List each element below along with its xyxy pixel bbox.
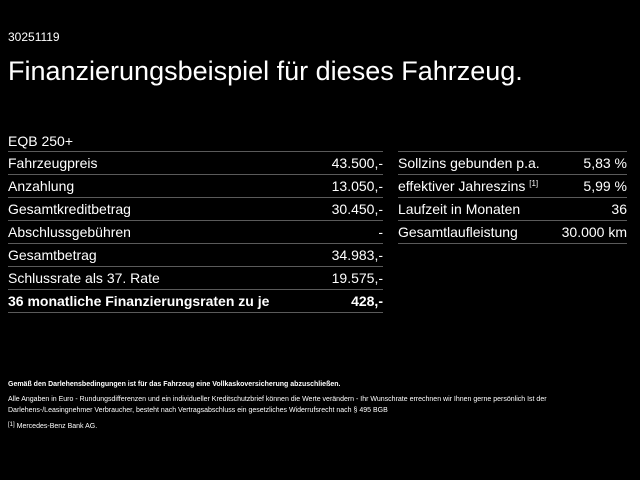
row-label: Gesamtlaufleistung	[398, 224, 518, 240]
row-value: 5,99 %	[583, 178, 627, 194]
page-title: Finanzierungsbeispiel für dieses Fahrzeu…	[8, 56, 523, 86]
table-row-borrowing-rate: Sollzins gebunden p.a. 5,83 %	[398, 152, 627, 175]
row-value: 5,83 %	[583, 155, 627, 171]
table-row-total-amount: Gesamtbetrag 34.983,-	[8, 244, 383, 267]
row-label: 36 monatliche Finanzierungsraten zu je	[8, 293, 270, 309]
row-value: 36	[611, 201, 627, 217]
insurance-note: Gemäß den Darlehensbedingungen ist für d…	[8, 381, 341, 388]
row-value: 43.500,-	[331, 155, 383, 171]
table-row-term-months: Laufzeit in Monaten 36	[398, 198, 627, 221]
row-value: 30.450,-	[331, 201, 383, 217]
row-label: Anzahlung	[8, 178, 75, 194]
table-row-total-mileage: Gesamtlaufleistung 30.000 km	[398, 221, 627, 244]
row-value: 428,-	[351, 293, 383, 309]
table-row-effective-rate: effektiver Jahreszins [1] 5,99 %	[398, 175, 627, 198]
row-label: Sollzins gebunden p.a.	[398, 155, 540, 171]
row-label: Fahrzeugpreis	[8, 155, 98, 171]
table-row-closing-fees: Abschlussgebühren -	[8, 221, 383, 244]
footnote-text: Mercedes-Benz Bank AG.	[16, 423, 98, 430]
row-label: effektiver Jahreszins	[398, 178, 526, 194]
interest-table: Sollzins gebunden p.a. 5,83 % effektiver…	[398, 151, 627, 244]
financing-table: Fahrzeugpreis 43.500,- Anzahlung 13.050,…	[8, 151, 383, 313]
footnote: [1] Mercedes-Benz Bank AG.	[8, 420, 628, 432]
row-label-wrap: effektiver Jahreszins [1]	[398, 178, 538, 194]
table-row-total-credit: Gesamtkreditbetrag 30.450,-	[8, 198, 383, 221]
row-label: Gesamtkreditbetrag	[8, 201, 131, 217]
legal-notes: Gemäß den Darlehensbedingungen ist für d…	[8, 379, 628, 432]
row-value: 34.983,-	[331, 247, 383, 263]
row-value: 19.575,-	[331, 270, 383, 286]
row-label: Schlussrate als 37. Rate	[8, 270, 160, 286]
reference-number: 30251119	[8, 30, 60, 44]
row-label: Gesamtbetrag	[8, 247, 97, 263]
row-value: -	[378, 224, 383, 240]
table-row-down-payment: Anzahlung 13.050,-	[8, 175, 383, 198]
table-row-final-installment: Schlussrate als 37. Rate 19.575,-	[8, 267, 383, 290]
footnote-reference: [1]	[529, 179, 539, 188]
vehicle-model: EQB 250+	[8, 133, 73, 149]
row-value: 30.000 km	[561, 224, 627, 240]
footnote-mark: [1]	[8, 422, 15, 428]
row-label: Abschlussgebühren	[8, 224, 131, 240]
table-row-vehicle-price: Fahrzeugpreis 43.500,-	[8, 152, 383, 175]
row-value: 13.050,-	[331, 178, 383, 194]
row-label: Laufzeit in Monaten	[398, 201, 521, 217]
disclaimer-note: Alle Angaben in Euro - Rundungsdifferenz…	[8, 396, 547, 414]
table-row-monthly-rate: 36 monatliche Finanzierungsraten zu je 4…	[8, 290, 383, 313]
